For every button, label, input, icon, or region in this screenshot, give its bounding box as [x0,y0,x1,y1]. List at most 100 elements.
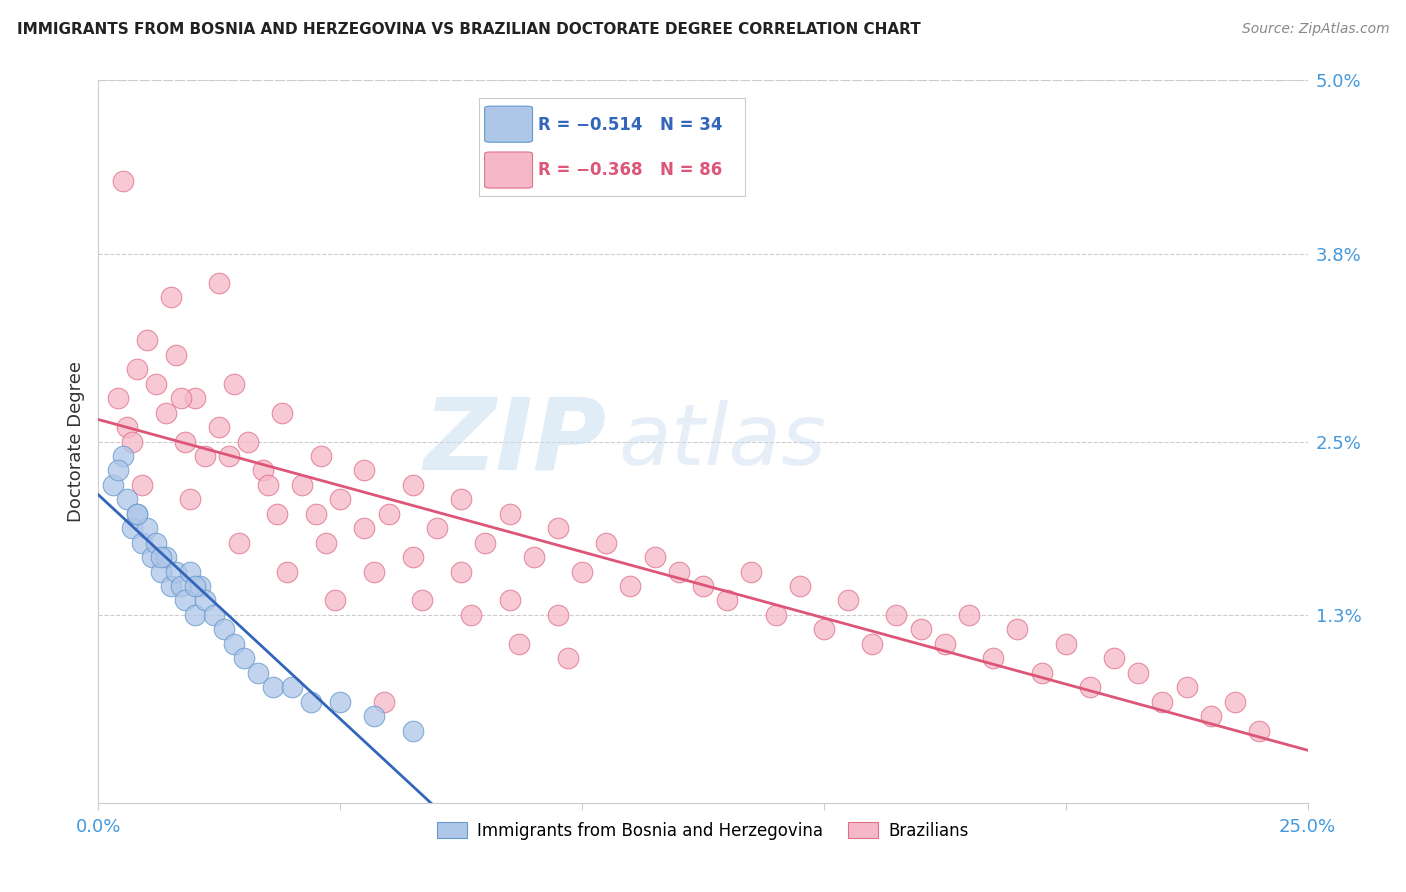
Point [212,623,235,637]
Point [329,695,352,709]
Point [619,579,641,593]
Point [353,521,375,535]
Point [127,507,149,521]
Point [1078,680,1101,694]
Point [595,535,617,549]
Point [232,651,254,665]
Point [222,637,245,651]
Point [145,376,167,391]
Point [165,565,187,579]
Point [740,565,762,579]
Point [228,535,250,549]
Point [155,406,177,420]
Point [276,565,298,579]
Point [1054,637,1077,651]
Point [325,593,347,607]
Point [145,535,167,549]
Point [716,593,738,607]
Point [1152,695,1174,709]
Point [111,174,134,188]
Point [329,492,352,507]
Point [1007,623,1029,637]
Point [1249,723,1271,738]
Point [1102,651,1125,665]
Legend: Immigrants from Bosnia and Herzegovina, Brazilians: Immigrants from Bosnia and Herzegovina, … [430,815,976,847]
Point [204,607,226,622]
Point [256,478,278,492]
Point [886,607,908,622]
Point [377,507,399,521]
Point [218,449,240,463]
Point [290,478,312,492]
Point [692,579,714,593]
Point [174,434,197,449]
Point [111,449,134,463]
Point [498,593,520,607]
Point [150,565,173,579]
Text: ZIP: ZIP [423,393,606,490]
Point [194,593,217,607]
Point [160,579,183,593]
Point [135,334,157,348]
Point [127,362,149,376]
Point [450,565,472,579]
Point [789,579,811,593]
Point [127,507,149,521]
Point [131,535,153,549]
Point [523,550,546,565]
Point [179,492,201,507]
Point [208,420,231,434]
Point [121,434,143,449]
Point [299,695,322,709]
Point [252,463,274,477]
Text: IMMIGRANTS FROM BOSNIA AND HERZEGOVINA VS BRAZILIAN DOCTORATE DEGREE CORRELATION: IMMIGRANTS FROM BOSNIA AND HERZEGOVINA V… [17,22,921,37]
Text: atlas: atlas [619,400,827,483]
Point [934,637,956,651]
Point [309,449,332,463]
Point [1223,695,1246,709]
Point [860,637,883,651]
Point [184,607,207,622]
Point [957,607,980,622]
Point [101,478,124,492]
Point [238,434,260,449]
Point [117,420,139,434]
Point [271,406,294,420]
Point [508,637,530,651]
Point [547,521,569,535]
Point [155,550,177,565]
Point [208,276,231,290]
Point [910,623,932,637]
Point [402,723,425,738]
Point [305,507,328,521]
Point [107,391,129,405]
Point [353,463,375,477]
Point [571,565,593,579]
Point [315,535,337,549]
Point [169,391,191,405]
Point [411,593,433,607]
Point [165,348,187,362]
Point [281,680,304,694]
Point [169,579,191,593]
Point [188,579,211,593]
Point [644,550,666,565]
Point [813,623,835,637]
Point [1031,665,1053,680]
Point [765,607,787,622]
Point [184,579,207,593]
Point [131,478,153,492]
Point [1199,709,1222,723]
Point [1128,665,1150,680]
Point [557,651,579,665]
Point [363,565,385,579]
Point [174,593,197,607]
Point [179,565,201,579]
Point [150,550,173,565]
Point [194,449,217,463]
Point [837,593,859,607]
Point [668,565,690,579]
Point [160,290,183,304]
Point [184,391,207,405]
Y-axis label: Doctorate Degree: Doctorate Degree [66,361,84,522]
